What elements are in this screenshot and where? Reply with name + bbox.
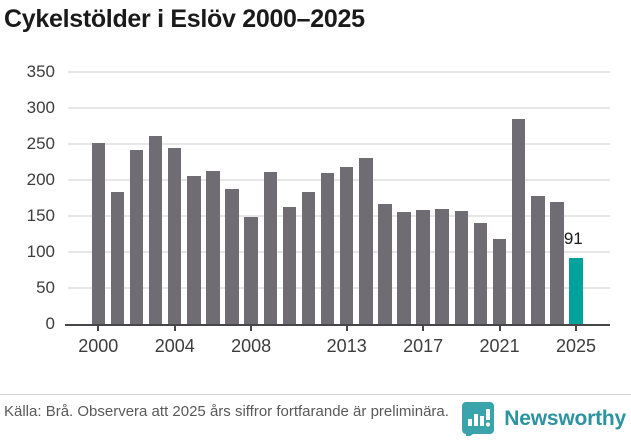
- y-axis-label: 0: [45, 314, 55, 333]
- gridline: [68, 107, 610, 109]
- x-axis-tick: [97, 326, 100, 331]
- gridline: [68, 143, 610, 145]
- y-axis-label: 300: [26, 98, 55, 117]
- bar-2007: [225, 188, 239, 324]
- gridline: [68, 179, 610, 181]
- value-label-2025: 91: [563, 229, 583, 249]
- bar-2025: [569, 258, 583, 324]
- bar-2009: [263, 172, 278, 324]
- y-axis-label: 200: [26, 170, 55, 189]
- x-axis-label: 2017: [403, 336, 444, 356]
- source-note: Källa: Brå. Observera att 2025 års siffr…: [4, 403, 449, 420]
- x-axis-label: 2004: [154, 336, 195, 356]
- bar-2015: [378, 203, 392, 324]
- x-axis-tick: [498, 326, 501, 331]
- x-axis-tick: [250, 326, 253, 331]
- newsworthy-logo[interactable]: Newsworthy: [461, 401, 626, 439]
- gridline: [68, 71, 610, 73]
- x-axis-label: 2021: [479, 336, 520, 356]
- bar-2004: [167, 147, 182, 324]
- x-axis-label: 2008: [231, 336, 272, 356]
- bar-2018: [435, 208, 449, 324]
- x-axis-tick: [345, 326, 348, 331]
- bar-2024: [550, 202, 564, 324]
- x-axis-label: 2025: [555, 336, 597, 356]
- chart-title: Cykelstölder i Eslöv 2000–2025: [4, 5, 365, 33]
- bar-2023: [531, 195, 545, 324]
- bar-2001: [110, 191, 125, 324]
- gridline: [68, 251, 610, 253]
- x-axis-tick: [173, 326, 176, 331]
- bar-2000: [91, 143, 106, 324]
- y-axis: 0 50 100 150 200 250 300 350: [0, 62, 55, 333]
- bar-2022: [511, 118, 526, 324]
- bar-2008: [244, 216, 258, 324]
- bar-2014: [359, 158, 373, 324]
- newsworthy-wordmark: Newsworthy: [504, 406, 626, 430]
- bar-2013: [339, 167, 354, 324]
- x-axis-line: [65, 324, 610, 326]
- bar-2010: [282, 206, 297, 324]
- bar-2006: [206, 170, 220, 324]
- x-axis-label: 2000: [78, 336, 119, 356]
- x-axis-label: 2013: [326, 336, 367, 356]
- x-axis-tick: [575, 326, 577, 331]
- gridline: [68, 287, 610, 289]
- bar-2017: [416, 210, 430, 324]
- y-axis-label: 50: [36, 278, 55, 297]
- x-axis-tick: [422, 326, 425, 331]
- bar-2011: [301, 191, 316, 324]
- bar-2012: [320, 172, 335, 324]
- plot-area: 2000 2004 2008 2013 2017 2021 2025 91: [62, 71, 610, 356]
- bar-2002: [129, 150, 144, 324]
- bar-2016: [397, 212, 411, 324]
- y-axis-label: 250: [26, 134, 55, 153]
- bar-2003: [148, 136, 163, 324]
- y-axis-label: 350: [26, 62, 55, 81]
- y-axis-label: 100: [26, 242, 55, 261]
- gridline: [68, 215, 610, 217]
- bar-2021: [492, 239, 507, 324]
- y-axis-label: 150: [26, 206, 55, 225]
- newsworthy-speech-bubble-chart-icon: [461, 401, 495, 439]
- bar-2005: [187, 176, 201, 324]
- bar-2020: [473, 223, 488, 324]
- bar-2019: [454, 210, 469, 324]
- footer: Källa: Brå. Observera att 2025 års siffr…: [0, 394, 631, 440]
